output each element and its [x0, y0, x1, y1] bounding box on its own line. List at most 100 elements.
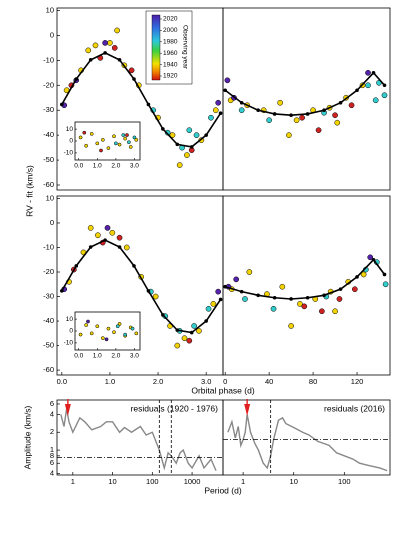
- period-arrow: [244, 399, 251, 416]
- data-point: [266, 117, 272, 124]
- data-point: [117, 322, 122, 326]
- data-point: [86, 319, 90, 324]
- data-point: [128, 145, 133, 149]
- data-point: [224, 77, 231, 84]
- data-point: [95, 324, 100, 329]
- inset-y-tick-label: 0: [69, 138, 73, 145]
- colorbar-tick-label: 2000: [163, 27, 178, 34]
- inset-y-tick-label: -10: [64, 150, 74, 157]
- data-point: [95, 232, 101, 239]
- data-point: [99, 148, 103, 153]
- y-tick-label: 0: [50, 30, 54, 39]
- inset-y-tick-label: -10: [64, 340, 74, 347]
- data-point: [127, 140, 131, 145]
- data-point: [107, 40, 113, 46]
- fit-point: [189, 145, 194, 149]
- fit-point: [218, 111, 223, 116]
- y-tick-label: 0: [50, 218, 54, 227]
- fit-point: [74, 77, 79, 81]
- fit-point: [175, 328, 180, 332]
- panel-annotation: residuals (1920 - 1976): [131, 403, 219, 413]
- fit-line: [224, 71, 386, 117]
- fit-point: [161, 313, 165, 317]
- data-point: [348, 102, 355, 109]
- data-point: [299, 114, 305, 121]
- data-point: [125, 133, 129, 137]
- y-tick-label: -60: [43, 365, 54, 374]
- x-axis-label: Orbital phase (d): [191, 385, 254, 395]
- x-tick-label: 120: [351, 377, 364, 386]
- data-point: [78, 135, 83, 140]
- data-point: [114, 27, 120, 34]
- periodogram-line: [227, 414, 388, 472]
- data-point: [381, 92, 388, 99]
- colorbar-tick-label: 1980: [163, 39, 178, 46]
- fit-line: [224, 258, 386, 300]
- colorbar-label: Observing year: [181, 25, 188, 70]
- inset-x-tick-label: 0.0: [74, 163, 83, 170]
- colorbar-tick-label: 2020: [163, 16, 178, 23]
- data-point: [279, 283, 286, 290]
- y-tick-label: -60: [43, 180, 54, 189]
- data-point: [205, 305, 212, 312]
- y-tick-label: -30: [43, 292, 54, 301]
- data-point: [215, 99, 222, 106]
- fit-point: [371, 71, 376, 75]
- y-tick-label: 6: [50, 399, 54, 408]
- data-point: [112, 330, 116, 335]
- data-point: [372, 97, 379, 104]
- data-point: [365, 69, 371, 76]
- data-point: [87, 225, 94, 231]
- y-tick-label: 8: [50, 451, 54, 460]
- data-point: [184, 152, 190, 158]
- fit-point: [223, 284, 227, 289]
- y-tick-label: 10: [46, 193, 54, 202]
- inset-x-tick-label: 2.0: [111, 163, 120, 170]
- fit-point: [382, 83, 387, 88]
- data-point: [233, 276, 240, 283]
- data-point: [176, 162, 183, 168]
- fit-line: [61, 51, 222, 148]
- data-point: [82, 130, 87, 135]
- y-axis-label: Amplitude (km/s): [22, 405, 32, 469]
- fit-point: [132, 264, 136, 268]
- x-tick-label: 1.0: [105, 377, 115, 386]
- fit-point: [74, 264, 79, 268]
- fit-point: [272, 295, 277, 300]
- inset-x-tick-label: 0.0: [74, 353, 83, 360]
- y-tick-label: -50: [43, 155, 54, 164]
- fit-point: [239, 100, 244, 105]
- y-tick-label: 4: [50, 409, 54, 418]
- data-point: [210, 301, 217, 307]
- inset-y-tick-label: 10: [66, 126, 74, 133]
- data-point: [115, 324, 120, 329]
- data-point: [132, 135, 137, 140]
- data-point: [123, 332, 127, 337]
- inset-y-tick-label: 10: [66, 316, 74, 323]
- fit-point: [239, 289, 244, 294]
- data-point: [360, 271, 367, 278]
- data-point: [164, 129, 171, 136]
- data-point: [193, 132, 200, 139]
- data-point: [270, 305, 277, 312]
- x-tick-label: 10: [290, 477, 298, 486]
- periodogram-line: [60, 408, 217, 471]
- fit-point: [204, 133, 208, 137]
- data-point: [186, 337, 193, 344]
- y-tick-label: -40: [43, 130, 54, 139]
- fit-point: [218, 297, 223, 302]
- fit-point: [60, 289, 64, 293]
- data-point: [104, 225, 111, 231]
- data-point: [104, 337, 109, 342]
- x-tick-label: 40: [265, 377, 273, 386]
- fit-point: [256, 293, 260, 298]
- x-tick-label: 10: [108, 477, 116, 486]
- x-tick-label: 3.0: [201, 377, 211, 386]
- fit-point: [132, 77, 136, 81]
- data-point: [181, 335, 188, 342]
- x-tick-label: 1: [241, 477, 245, 486]
- x-tick-label: 100: [146, 477, 159, 486]
- data-point: [315, 127, 322, 134]
- panel-annotation: residuals (2016): [324, 403, 385, 413]
- inset-background: [59, 308, 146, 362]
